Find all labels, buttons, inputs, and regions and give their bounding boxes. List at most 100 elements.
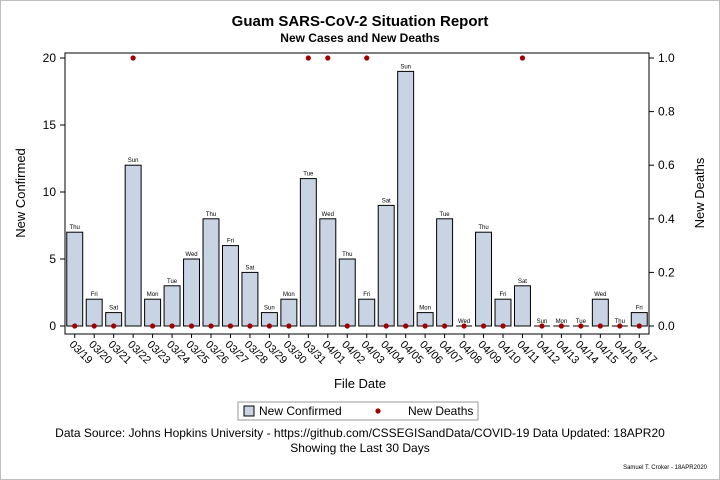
legend-swatch-new-confirmed bbox=[243, 405, 255, 417]
death-point-03/27 bbox=[227, 323, 234, 329]
death-point-04/09 bbox=[480, 323, 487, 329]
bar-day-label: Fri bbox=[91, 292, 98, 298]
legend-label-new-deaths: New Deaths bbox=[408, 404, 473, 418]
footnote-range: Showing the Last 30 Days bbox=[290, 441, 429, 455]
death-point-04/13 bbox=[558, 323, 565, 329]
bar-day-label: Wed bbox=[322, 212, 334, 218]
bar-day-label: Sun bbox=[264, 306, 275, 312]
death-point-04/03 bbox=[364, 55, 370, 61]
bar-day-label: Sat bbox=[245, 265, 254, 271]
x-axis-ticks: 03/1903/2003/2103/2203/2303/2403/2503/26… bbox=[67, 334, 659, 367]
death-point-04/07 bbox=[442, 323, 448, 329]
bar-day-label: Mon bbox=[283, 292, 295, 298]
legend: New Confirmed New Deaths bbox=[237, 401, 479, 421]
death-point-04/06 bbox=[422, 323, 428, 329]
death-point-03/25 bbox=[188, 323, 195, 329]
bar-day-label: Thu bbox=[615, 319, 625, 325]
bar-03/19 bbox=[66, 231, 84, 327]
bar-04/01 bbox=[319, 218, 337, 327]
bar-day-label: Sun bbox=[400, 64, 411, 70]
right-tick-label: 0.4 bbox=[658, 212, 675, 226]
death-point-03/24 bbox=[169, 323, 175, 329]
bar-day-label: Tue bbox=[167, 279, 178, 285]
bar-day-label: Fri bbox=[227, 239, 234, 245]
death-point-04/11 bbox=[519, 55, 526, 61]
death-point-04/10 bbox=[500, 323, 506, 329]
bar-day-label: Wed bbox=[185, 252, 197, 258]
bar-day-label: Mon bbox=[147, 292, 159, 298]
bar-day-label: Thu bbox=[70, 225, 80, 231]
death-point-03/28 bbox=[247, 323, 253, 329]
bar-03/25 bbox=[183, 258, 201, 327]
right-tick-label: 1.0 bbox=[658, 51, 675, 65]
bar-day-label: Thu bbox=[206, 212, 216, 218]
right-tick-label: 0.8 bbox=[658, 105, 675, 119]
bar-day-label: Sat bbox=[518, 279, 527, 285]
bar-03/26 bbox=[202, 218, 220, 327]
chart-title: Guam SARS-CoV-2 Situation Report bbox=[232, 13, 489, 30]
day-labels-layer: Thu Fri Sat Sun Mon Tue Wed Thu Fri Sat Sun Mon Tue W… bbox=[70, 64, 643, 325]
right-tick-label: 0.6 bbox=[658, 158, 675, 172]
bar-04/04 bbox=[377, 204, 395, 327]
bar-04/03 bbox=[358, 298, 376, 327]
death-point-04/08 bbox=[461, 323, 467, 329]
death-point-03/30 bbox=[286, 323, 292, 329]
bar-day-label: Mon bbox=[556, 319, 568, 325]
x-axis-label: File Date bbox=[334, 376, 386, 391]
bar-03/27 bbox=[221, 245, 239, 327]
bars-layer bbox=[66, 70, 648, 327]
bar-04/10 bbox=[494, 298, 512, 327]
bar-03/28 bbox=[241, 271, 259, 327]
death-point-03/22 bbox=[130, 55, 136, 61]
left-tick-label: 5 bbox=[49, 252, 56, 266]
bar-03/24 bbox=[163, 285, 181, 327]
legend-swatch-new-deaths bbox=[375, 408, 381, 414]
bar-day-label: Tue bbox=[303, 172, 314, 178]
y-axis-right-label: New Deaths bbox=[692, 157, 707, 228]
death-point-04/02 bbox=[344, 323, 350, 329]
plot-area bbox=[64, 52, 650, 335]
bar-03/31 bbox=[299, 178, 317, 327]
death-point-03/26 bbox=[208, 323, 214, 329]
bar-day-label: Sun bbox=[128, 158, 139, 164]
death-point-04/12 bbox=[539, 323, 545, 329]
footnote-source: Data Source: Johns Hopkins University - … bbox=[55, 426, 665, 440]
bar-day-label: Thu bbox=[342, 252, 352, 258]
bar-04/07 bbox=[436, 218, 454, 327]
bar-03/30 bbox=[280, 298, 298, 327]
right-axis-ticks: 0.0 0.2 0.4 0.6 0.8 1.0 bbox=[649, 51, 675, 333]
legend-label-new-confirmed: New Confirmed bbox=[259, 404, 342, 418]
chart-subtitle: New Cases and New Deaths bbox=[280, 31, 440, 45]
bar-day-label: Wed bbox=[594, 292, 606, 298]
bar-day-label: Fri bbox=[636, 306, 643, 312]
left-tick-label: 10 bbox=[43, 185, 57, 199]
left-tick-label: 0 bbox=[49, 319, 56, 333]
right-tick-label: 0.0 bbox=[658, 319, 675, 333]
left-tick-label: 15 bbox=[43, 118, 57, 132]
author-credit: Samuel T. Croker - 18APR2020 bbox=[623, 465, 708, 471]
bar-day-label: Mon bbox=[419, 306, 431, 312]
bar-day-label: Thu bbox=[478, 225, 488, 231]
bar-day-label: Fri bbox=[363, 292, 370, 298]
death-point-03/21 bbox=[111, 323, 117, 329]
death-point-04/01 bbox=[325, 55, 331, 61]
death-point-03/29 bbox=[266, 323, 272, 329]
left-tick-label: 20 bbox=[43, 51, 57, 65]
right-tick-label: 0.2 bbox=[658, 265, 675, 279]
bar-day-label: Tue bbox=[576, 319, 587, 325]
bar-04/09 bbox=[475, 231, 493, 327]
bar-day-label: Fri bbox=[500, 292, 507, 298]
death-point-04/16 bbox=[617, 323, 623, 329]
bar-day-label: Tue bbox=[440, 212, 451, 218]
bar-day-label: Sat bbox=[382, 198, 391, 204]
death-point-03/31 bbox=[305, 55, 311, 61]
bar-day-label: Sun bbox=[537, 319, 548, 325]
death-point-03/19 bbox=[72, 323, 78, 329]
death-point-03/20 bbox=[91, 323, 97, 329]
death-point-04/05 bbox=[403, 323, 409, 329]
bar-03/23 bbox=[144, 298, 162, 327]
left-axis-ticks: 0 5 10 15 20 bbox=[43, 51, 65, 333]
bar-day-label: Wed bbox=[458, 319, 470, 325]
